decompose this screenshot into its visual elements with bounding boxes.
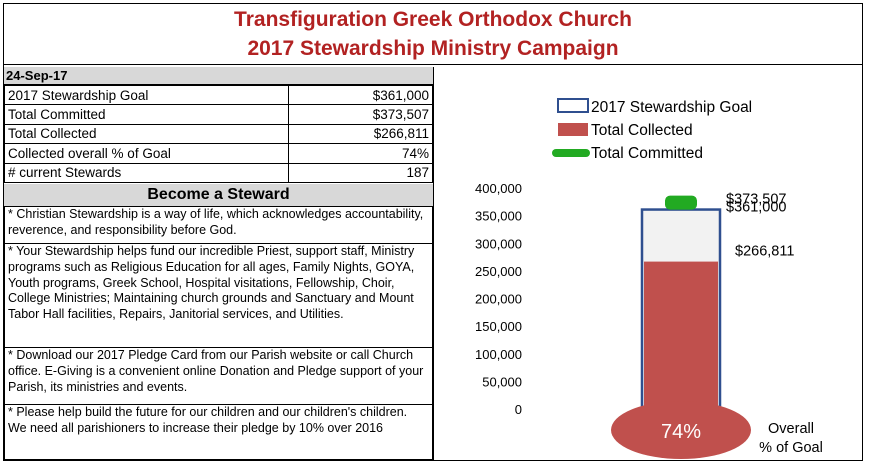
- data-label-goal: $361,000: [726, 200, 786, 216]
- stat-label: # current Stewards: [4, 162, 289, 183]
- stat-label: Total Collected: [4, 123, 289, 145]
- bar-total-collected: [644, 261, 718, 415]
- y-axis: 0 50,000 100,000 150,000 200,000 250,000…: [475, 181, 522, 417]
- table-row: 2017 Stewardship Goal $361,000: [4, 84, 433, 106]
- legend-swatch-goal: [557, 98, 589, 113]
- y-tick-label: 400,000: [475, 181, 522, 196]
- table-row: # current Stewards 187: [4, 162, 433, 183]
- paragraph-future: * Please help build the future for our c…: [4, 405, 433, 460]
- table-row: Total Committed $373,507: [4, 104, 433, 125]
- y-tick-label: 150,000: [475, 319, 522, 334]
- title-line-2: 2017 Stewardship Ministry Campaign: [247, 37, 619, 60]
- y-tick-label: 0: [515, 402, 522, 417]
- title-divider: [4, 64, 862, 65]
- bulb-caption-line-1: Overall: [768, 421, 814, 437]
- legend-label-collected: Total Collected: [591, 122, 693, 139]
- stat-label: Collected overall % of Goal: [4, 143, 289, 164]
- bulb-caption-line-2: % of Goal: [759, 440, 823, 456]
- y-tick-label: 50,000: [482, 374, 522, 389]
- thermometer-chart: 2017 Stewardship Goal Total Collected To…: [475, 98, 823, 459]
- data-label-collected: $266,811: [735, 244, 794, 260]
- become-steward-heading: Become a Steward: [4, 184, 433, 207]
- y-tick-label: 300,000: [475, 236, 522, 251]
- stat-value: $266,811: [288, 123, 433, 145]
- y-tick-label: 200,000: [475, 292, 522, 307]
- stat-value: 187: [288, 162, 433, 183]
- marker-total-committed: [665, 195, 697, 210]
- legend-swatch-committed: [552, 149, 590, 157]
- stat-value: $361,000: [288, 84, 433, 106]
- table-row: Collected overall % of Goal 74%: [4, 143, 433, 164]
- paragraph-stewardship: * Christian Stewardship is a way of life…: [4, 207, 433, 244]
- page-title: Transfiguration Greek Orthodox Church 20…: [4, 5, 862, 63]
- data-label-committed: $373,507: [726, 192, 786, 208]
- bulb-percent-label: 74%: [661, 421, 701, 443]
- chart-legend: 2017 Stewardship Goal Total Collected To…: [552, 98, 752, 162]
- paragraph-funding: * Your Stewardship helps fund our incred…: [4, 244, 433, 348]
- report-date: 24-Sep-17: [4, 67, 433, 85]
- legend-swatch-collected: [558, 123, 588, 136]
- stat-value: 74%: [288, 143, 433, 164]
- paragraph-download: * Download our 2017 Pledge Card from our…: [4, 348, 433, 405]
- title-line-1: Transfiguration Greek Orthodox Church: [234, 8, 632, 31]
- legend-label-committed: Total Committed: [591, 145, 703, 162]
- legend-label-goal: 2017 Stewardship Goal: [591, 99, 752, 116]
- column-divider: [433, 67, 434, 461]
- y-tick-label: 100,000: [475, 347, 522, 362]
- table-row: Total Collected $266,811: [4, 123, 433, 145]
- y-tick-label: 250,000: [475, 264, 522, 279]
- stat-label: 2017 Stewardship Goal: [4, 84, 289, 106]
- stat-label: Total Committed: [4, 104, 289, 125]
- y-tick-label: 350,000: [475, 209, 522, 224]
- thermometer-bulb: [611, 401, 751, 459]
- stats-table: 2017 Stewardship Goal $361,000 Total Com…: [4, 84, 433, 183]
- stat-value: $373,507: [288, 104, 433, 125]
